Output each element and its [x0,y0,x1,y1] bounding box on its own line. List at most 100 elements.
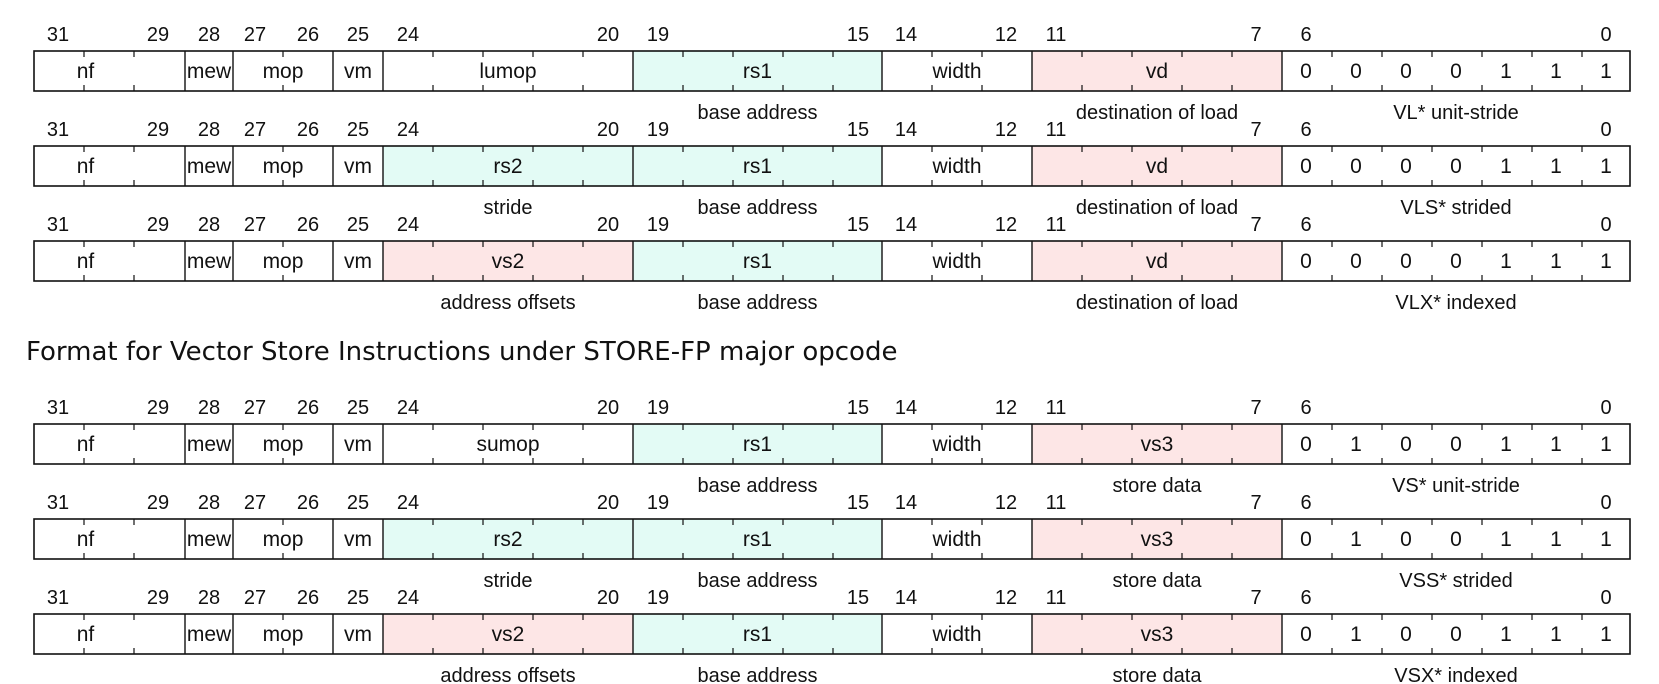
field-description: base address [697,292,817,314]
opcode-bit: 0 [1450,623,1462,646]
field-name: nf [77,433,95,456]
bit-number: 20 [597,587,619,609]
instruction-name: VSS* strided [1399,570,1512,592]
bit-number: 26 [297,24,319,46]
opcode-bit: 0 [1300,433,1312,456]
opcode-bit: 1 [1600,250,1612,273]
bit-number: 25 [347,214,369,236]
field-description: destination of load [1076,292,1238,314]
opcode-bit: 1 [1550,433,1562,456]
bit-number: 31 [47,587,69,609]
opcode-bit: 1 [1500,155,1512,178]
store-format-heading: Format for Vector Store Instructions und… [26,337,898,367]
field-cell [882,241,1032,281]
field-name: nf [77,60,95,83]
field-description: stride [484,570,533,592]
bit-number: 28 [198,587,220,609]
row-outline [33,145,1631,187]
field-name: rs1 [743,528,772,551]
bit-number: 14 [895,214,917,236]
bit-number: 0 [1600,587,1611,609]
field-cell [1032,614,1282,654]
field-name: nf [77,623,95,646]
field-description: destination of load [1076,197,1238,219]
field-description: base address [697,665,817,684]
opcode-bit: 1 [1550,250,1562,273]
bit-number: 12 [995,587,1017,609]
bit-number: 0 [1600,397,1611,419]
bit-number: 26 [297,492,319,514]
instruction-name: VLX* indexed [1395,292,1516,314]
bit-number: 19 [647,24,669,46]
bit-number: 12 [995,214,1017,236]
bit-number: 27 [244,587,266,609]
bit-number: 26 [297,214,319,236]
bit-number: 25 [347,397,369,419]
field-cell [34,424,185,464]
field-cell [333,614,383,654]
field-cell [633,519,882,559]
opcode-bit: 0 [1450,528,1462,551]
opcode-bit: 1 [1350,433,1362,456]
field-cell [185,146,233,186]
field-name: nf [77,155,95,178]
instruction-name: VLS* strided [1400,197,1511,219]
field-description: stride [484,197,533,219]
field-cell [1032,51,1282,91]
bit-number: 25 [347,24,369,46]
field-cell [383,146,633,186]
opcode-bit: 0 [1300,623,1312,646]
field-cell [233,519,333,559]
field-name: rs2 [493,528,522,551]
field-name: mop [263,250,304,273]
field-cell [633,51,882,91]
field-cell [882,146,1032,186]
bit-number: 15 [847,587,869,609]
bit-number: 12 [995,397,1017,419]
bit-number: 25 [347,492,369,514]
bit-number: 19 [647,492,669,514]
field-cell [333,241,383,281]
field-name: vs3 [1141,433,1174,456]
field-name: lumop [479,60,536,83]
field-name: mop [263,623,304,646]
field-cell [383,614,633,654]
opcode-bit: 0 [1450,433,1462,456]
field-cell [233,424,333,464]
field-cell [383,51,633,91]
bit-number: 14 [895,119,917,141]
field-name: width [931,528,981,551]
bit-number: 11 [1046,119,1067,141]
field-cell [333,424,383,464]
bit-number: 15 [847,492,869,514]
bit-number: 20 [597,492,619,514]
field-name: mop [263,155,304,178]
bit-number: 7 [1250,397,1261,419]
field-name: width [931,433,981,456]
opcode-cell [1282,146,1630,186]
instruction-row: 31 29 28 27 26 25 24 20 19 15 14 12 11 7 6 0nf mew mop vm l… [33,24,1631,124]
opcode-bit: 1 [1500,433,1512,456]
bit-number: 24 [397,397,419,419]
field-cell [882,519,1032,559]
field-cell [34,146,185,186]
field-name: rs1 [743,623,772,646]
bit-number: 11 [1046,492,1067,514]
bit-number: 0 [1600,492,1611,514]
opcode-bit: 0 [1400,623,1412,646]
opcode-bit: 0 [1400,60,1412,83]
opcode-bit: 0 [1300,60,1312,83]
field-cell [233,614,333,654]
opcode-bit: 0 [1350,155,1362,178]
field-name: vm [344,250,372,273]
opcode-bit: 1 [1600,433,1612,456]
field-cell [333,51,383,91]
opcode-bit: 0 [1400,250,1412,273]
bit-number: 24 [397,24,419,46]
bit-number: 11 [1046,397,1067,419]
field-description: destination of load [1076,102,1238,124]
field-name: width [931,250,981,273]
bit-number: 11 [1046,587,1067,609]
bit-number: 25 [347,587,369,609]
instruction-name: VS* unit-stride [1392,475,1520,497]
